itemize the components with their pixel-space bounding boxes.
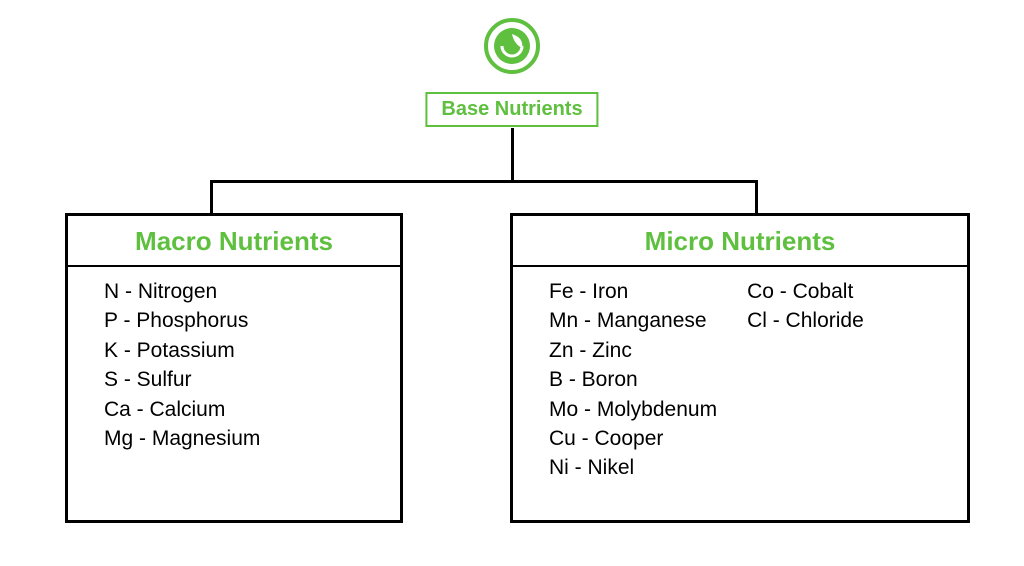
list-item: Fe - Iron: [549, 277, 717, 306]
list-item: Ca - Calcium: [104, 395, 260, 424]
list-item: S - Sulfur: [104, 365, 260, 394]
list-item: Co - Cobalt: [747, 277, 864, 306]
connector-drop-left: [210, 180, 213, 213]
connector-vertical-root: [511, 128, 514, 180]
micro-nutrients-box: Micro Nutrients Fe - IronMn - ManganeseZ…: [510, 213, 970, 523]
micro-title: Micro Nutrients: [513, 216, 967, 267]
list-item: Cu - Cooper: [549, 424, 717, 453]
list-item: N - Nitrogen: [104, 277, 260, 306]
list-item: K - Potassium: [104, 336, 260, 365]
macro-list: N - NitrogenP - PhosphorusK - PotassiumS…: [104, 277, 260, 453]
connector-drop-right: [755, 180, 758, 213]
root-node: Base Nutrients: [425, 92, 598, 127]
list-item: Mg - Magnesium: [104, 424, 260, 453]
list-item: Mo - Molybdenum: [549, 395, 717, 424]
micro-body: Fe - IronMn - ManganeseZn - ZincB - Boro…: [513, 267, 967, 499]
micro-list-col2: Co - CobaltCl - Chloride: [747, 277, 864, 483]
list-item: Zn - Zinc: [549, 336, 717, 365]
list-item: Mn - Manganese: [549, 306, 717, 335]
list-item: B - Boron: [549, 365, 717, 394]
macro-title: Macro Nutrients: [68, 216, 400, 267]
micro-list-col1: Fe - IronMn - ManganeseZn - ZincB - Boro…: [549, 277, 717, 483]
list-item: Cl - Chloride: [747, 306, 864, 335]
list-item: P - Phosphorus: [104, 306, 260, 335]
logo-icon: [484, 18, 540, 79]
list-item: Ni - Nikel: [549, 453, 717, 482]
macro-body: N - NitrogenP - PhosphorusK - PotassiumS…: [68, 267, 400, 469]
connector-horizontal: [210, 180, 758, 183]
root-label: Base Nutrients: [441, 98, 582, 120]
macro-nutrients-box: Macro Nutrients N - NitrogenP - Phosphor…: [65, 213, 403, 523]
